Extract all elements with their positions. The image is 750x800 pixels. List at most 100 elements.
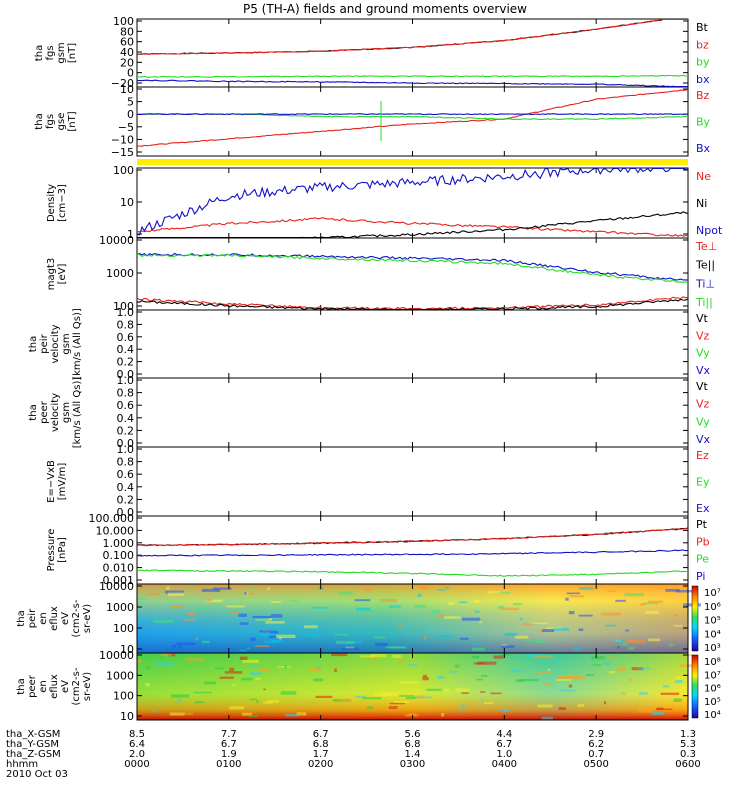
xaxis-row-label: tha_Y-GSM [6, 739, 59, 750]
y-axis-label: E=−VxB[mV/m] [46, 460, 68, 503]
y-tick-label: 0 [127, 108, 134, 121]
spectrogram-cell [398, 624, 403, 628]
spectrogram-cell [591, 656, 605, 660]
panel-frame [136, 167, 689, 239]
colorbar-tick-label: 10⁷ [704, 588, 721, 599]
panel-frame [136, 377, 689, 448]
y-axis-label-line: tha [34, 113, 45, 129]
xaxis-value: 1.4 [405, 749, 421, 760]
y-tick-label: 0.8 [117, 387, 135, 400]
spectrogram-cell [675, 679, 683, 684]
spectrogram-cell [312, 606, 328, 609]
colorbar-tick-label: 10⁸ [704, 657, 721, 668]
spectrogram-cell [577, 704, 585, 707]
y-axis-label-line: sr-eV) [82, 672, 93, 701]
series-line-Bz [136, 89, 689, 147]
colorbar-tick-label: 10⁵ [704, 616, 721, 627]
spectrogram-cell [202, 640, 210, 644]
spectrogram-cell [526, 653, 540, 658]
series-line-Pt [136, 527, 689, 547]
spectrogram-cell [573, 647, 582, 651]
series-line-Ti|| [136, 253, 689, 284]
spectrogram-cell [679, 664, 693, 667]
y-axis-label: Density[cm−3] [46, 184, 68, 222]
spectrogram-cell [405, 697, 416, 700]
spectrogram-cell [370, 657, 378, 660]
y-tick-label: 1.0 [117, 443, 135, 456]
spectrogram-cell [380, 599, 398, 603]
spectrogram-cell [389, 605, 401, 608]
y-tick-label: 1000 [106, 267, 134, 280]
y-tick-label: 0.001 [103, 574, 135, 587]
spectrogram-cell [355, 695, 366, 698]
legend-entry: bz [696, 38, 709, 51]
y-axis-label-line: [eV] [57, 264, 68, 285]
y-tick-label: 1.000 [103, 537, 135, 550]
xaxis-value: 8.5 [129, 729, 145, 740]
spectrogram-cell [256, 700, 259, 703]
xaxis-row-label: tha_X-GSM [6, 729, 60, 740]
y-axis-label-line: (cm2-s- [71, 667, 82, 705]
y-tick-label: 5 [127, 96, 134, 109]
spectrogram-cell [195, 637, 198, 641]
series-group [136, 527, 689, 577]
spectrogram-cell [628, 678, 632, 682]
series-line-Ti⊥ [136, 252, 689, 281]
spectrogram-cell [673, 613, 679, 616]
spectrogram-cell [255, 678, 261, 680]
spectrogram-cell [431, 610, 440, 614]
y-axis-label: thapeerenefluxeV(cm2-s-sr-eV) [16, 667, 93, 705]
xaxis-value: 1.0 [496, 749, 512, 760]
series-line-Ne [136, 217, 689, 237]
y-tick-label: 1.0 [117, 306, 135, 319]
spectrogram-cell [160, 653, 172, 656]
spectrogram-cell [153, 619, 174, 624]
xaxis-value: 0200 [308, 759, 333, 770]
y-axis-label-line: tha [28, 336, 39, 352]
y-tick-label: 20 [120, 56, 134, 69]
legend-entry: By [696, 116, 711, 129]
y-tick-label: 100.000 [89, 512, 135, 525]
spectrogram-cell [304, 625, 318, 629]
y-axis-label: Pressure[nPa] [46, 529, 68, 572]
spectrogram-cell [673, 698, 682, 702]
y-axis-label-line: tha [16, 678, 27, 694]
spectrogram-cell [479, 691, 486, 693]
y-axis-label-line: en [38, 680, 49, 693]
y-axis-label: thafgsgse[nT] [34, 111, 78, 131]
y-tick-label: 40 [120, 46, 134, 59]
spectrogram-cell [565, 597, 569, 601]
spectrogram-cell [569, 595, 585, 598]
colorbar-tick-label: 10⁷ [704, 670, 721, 681]
spectrogram-cell [285, 713, 299, 717]
y-tick-label: 0.2 [117, 424, 135, 437]
y-tick-label: 100 [113, 164, 134, 177]
spectrogram-cell [270, 614, 283, 618]
spectrogram-cell [673, 625, 683, 627]
spectrogram-cell [615, 599, 626, 602]
spectrogram-cell [631, 667, 644, 671]
spectrogram-cell [665, 588, 680, 592]
xaxis-value: 2.0 [129, 749, 145, 760]
spectrogram-cell [334, 668, 337, 673]
spectrogram-cell [249, 672, 262, 676]
y-axis-label-line: peer [27, 674, 38, 698]
spectrogram-cell [203, 681, 216, 685]
spectrogram-cell [407, 664, 418, 667]
spectrogram-cell [284, 665, 288, 669]
y-tick-label: 80 [120, 25, 134, 38]
series-line-bz [136, 18, 688, 55]
y-axis-label-line: [nT] [67, 111, 78, 131]
y-tick-label: 100 [113, 300, 134, 313]
y-tick-label: 1 [127, 228, 134, 241]
spectrogram-cell [179, 644, 182, 649]
spectrogram-cell [680, 686, 688, 689]
spectrogram-cell [166, 586, 170, 590]
xaxis-value: 0300 [400, 759, 425, 770]
spectrogram-cell [625, 629, 629, 632]
spectrogram-cell [514, 635, 529, 639]
spectrogram-cell [182, 618, 196, 621]
panel-peer-spectrogram: 10⁸ 10⁷ 10⁶ 10⁵ 10⁴ 10000 1000 100 10 thapeerenef… [16, 649, 721, 723]
spectrogram-cell [271, 639, 284, 643]
